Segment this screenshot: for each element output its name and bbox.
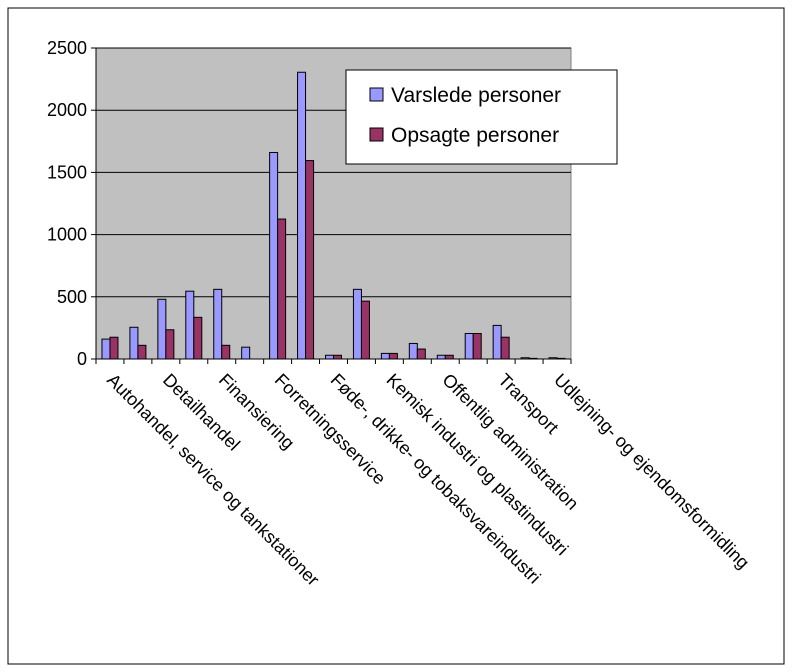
bar-varslede <box>241 346 251 360</box>
bar-varslede <box>464 332 474 360</box>
bar-varslede <box>352 288 362 360</box>
y-axis: 0 500 1000 1500 2000 2500 <box>47 38 97 369</box>
legend: Varslede personer Opsagte personer <box>345 69 618 165</box>
bar-varslede <box>185 290 195 360</box>
bar-opsagte <box>333 354 342 360</box>
y-tick-label: 500 <box>57 287 87 307</box>
bar-varslede <box>297 71 307 360</box>
legend-label: Varslede personer <box>391 84 561 107</box>
y-tick-label: 1500 <box>47 162 87 182</box>
bar-opsagte <box>444 354 454 360</box>
bar-opsagte <box>109 336 119 360</box>
bar-varslede <box>436 354 446 360</box>
bar-opsagte <box>137 344 147 360</box>
bars <box>101 71 566 360</box>
bar-varslede <box>129 326 139 360</box>
bar-varslede <box>213 288 223 360</box>
bar-opsagte <box>221 344 231 360</box>
bar-opsagte <box>472 332 482 360</box>
bar-opsagte <box>500 336 510 360</box>
y-tick-label: 1000 <box>47 225 87 245</box>
bar-opsagte <box>165 329 175 360</box>
legend-swatch <box>369 87 384 102</box>
bar-varslede <box>408 342 418 360</box>
bar-opsagte <box>388 352 398 360</box>
bar-varslede <box>380 352 390 360</box>
legend-label: Opsagte personer <box>391 124 559 147</box>
y-tick-label: 2000 <box>47 100 87 120</box>
bar-opsagte <box>416 348 426 360</box>
legend-box <box>345 69 618 165</box>
bar-opsagte <box>305 160 315 360</box>
y-tick-label: 2500 <box>47 38 87 58</box>
bar-opsagte <box>193 316 203 360</box>
bar-varslede <box>269 151 279 360</box>
bar-varslede <box>325 354 334 360</box>
y-tick-label: 0 <box>77 349 87 369</box>
bar-varslede <box>492 324 502 360</box>
bar-varslede <box>157 298 167 360</box>
bar-varslede <box>101 338 111 360</box>
bar-opsagte <box>360 300 370 360</box>
legend-swatch <box>369 127 384 142</box>
bar-opsagte <box>277 218 287 360</box>
